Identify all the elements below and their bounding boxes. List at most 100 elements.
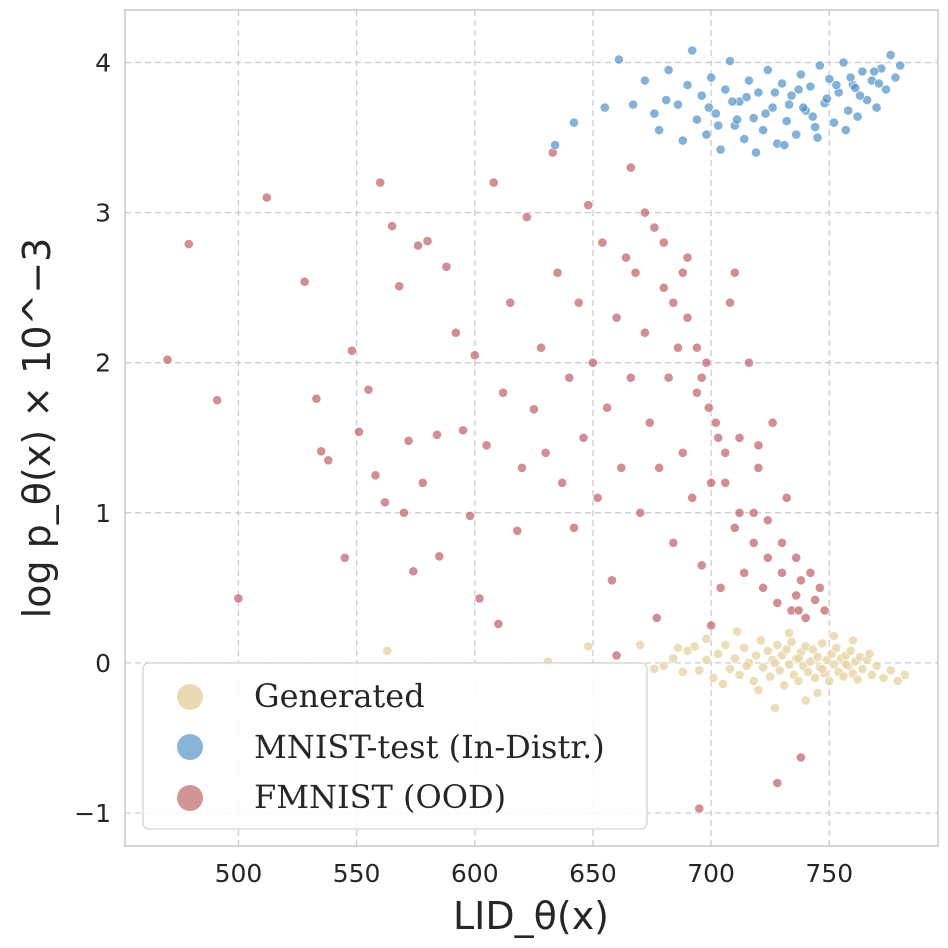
point-s2-27 [450,327,461,338]
point-s0-12 [713,649,724,659]
point-s2-94 [791,552,802,563]
point-s1-23 [748,113,759,123]
point-s2-38 [517,462,527,473]
point-s2-25 [434,551,445,562]
point-s2-123 [706,620,716,631]
x-tick-label-0: 500 [215,859,263,888]
point-s2-84 [744,357,754,368]
point-s2-20 [408,566,419,577]
point-s2-31 [474,593,485,604]
point-s2-69 [673,342,683,353]
point-s0-40 [805,656,816,667]
point-s1-65 [732,114,742,125]
point-s2-57 [616,462,627,473]
point-s2-45 [557,477,568,488]
point-s0-80 [689,641,700,652]
point-s2-63 [644,417,655,428]
point-s1-15 [710,108,721,119]
point-s2-98 [810,595,820,605]
point-s2-66 [658,282,669,293]
point-s2-75 [701,357,712,368]
point-s2-42 [540,447,551,458]
point-s0-84 [793,653,804,664]
x-axis-title: LID_θ(x) [453,894,609,938]
point-s0-82 [741,661,752,671]
point-s1-53 [890,72,901,83]
point-s2-86 [753,462,764,473]
point-s0-81 [673,643,683,653]
x-tick-labels: 500 550 600 650 700 750 [215,859,854,888]
point-s2-59 [625,372,636,383]
point-s2-119 [772,778,783,788]
point-s1-8 [677,135,688,146]
point-s2-82 [734,432,745,443]
point-s2-88 [762,515,773,526]
point-s1-61 [770,87,780,98]
point-s0-86 [840,659,851,670]
point-s2-49 [578,432,589,443]
point-s2-22 [417,477,428,488]
point-s2-41 [536,342,546,353]
point-s0-57 [845,646,856,656]
point-s0-31 [784,659,794,670]
point-s0-85 [817,664,828,674]
point-s2-21 [413,240,423,251]
y-tick-label-4: 3 [95,199,111,228]
y-tick-label-2: 1 [95,499,111,528]
point-s2-68 [668,537,679,548]
point-s0-70 [770,703,780,713]
point-s1-25 [758,125,768,136]
y-tick-label-3: 2 [95,349,111,378]
point-s1-39 [824,74,835,84]
point-s2-73 [692,387,702,398]
point-s2-15 [380,497,390,508]
point-s2-80 [725,297,735,308]
point-s2-19 [403,435,414,446]
point-s0-65 [871,661,882,671]
point-s2-110 [696,372,707,383]
point-s1-11 [692,114,702,125]
point-s2-32 [481,440,492,451]
point-s0-27 [774,665,785,676]
y-axis-title: log p_θ(x) × 10^−3 [15,238,59,619]
point-s1-45 [852,111,863,122]
legend-marker-mnist [177,734,203,760]
point-s1-66 [760,108,771,119]
point-s2-2 [212,395,223,406]
x-tick-label-4: 700 [687,859,735,888]
y-tick-label-5: 4 [95,49,111,78]
point-s1-67 [798,102,809,113]
point-s2-117 [651,613,662,623]
point-s0-39 [803,667,813,677]
point-s1-0 [550,140,560,150]
point-s1-2 [599,102,610,113]
point-s0-3 [635,640,646,650]
point-s2-62 [640,327,650,338]
point-s2-77 [710,417,721,428]
point-s2-56 [611,312,622,323]
point-s2-70 [677,447,688,458]
legend-label-fmnist: FMNIST (OOD) [254,778,506,816]
legend: Generated MNIST-test (In-Distr.) FMNIST … [142,662,648,830]
point-s1-55 [751,147,761,158]
point-s0-62 [857,664,868,674]
point-s1-6 [663,65,674,75]
point-s1-58 [840,125,851,136]
point-s2-76 [706,477,716,488]
point-s1-35 [805,81,816,92]
point-s0-43 [812,652,823,662]
point-s2-30 [469,350,480,361]
point-s1-40 [829,117,839,128]
point-s0-20 [751,650,761,661]
point-s0-8 [682,646,693,656]
point-s1-14 [706,72,716,83]
legend-box [142,662,648,830]
point-s0-26 [772,640,783,650]
point-s0-2 [583,641,594,652]
point-s0-23 [762,646,773,656]
point-s0-76 [753,685,764,695]
point-s0-60 [852,674,863,685]
point-s2-105 [692,342,702,353]
point-s1-47 [862,95,872,105]
point-s2-65 [654,462,664,473]
